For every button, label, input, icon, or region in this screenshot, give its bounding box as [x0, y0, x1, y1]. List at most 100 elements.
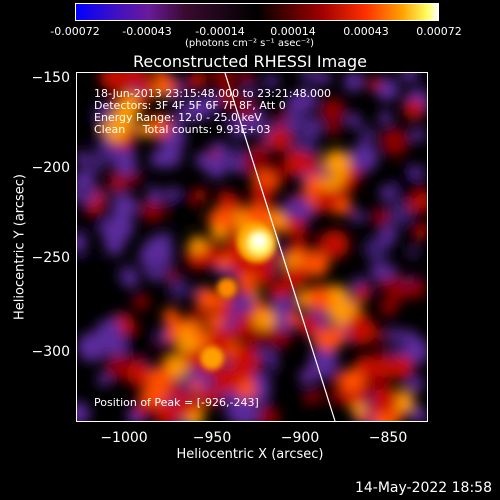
texture-blob — [323, 149, 351, 177]
texture-blob — [136, 101, 147, 113]
texture-blob — [242, 285, 255, 298]
texture-blob — [392, 355, 414, 377]
texture-blob — [230, 346, 259, 374]
colorbar-tick: 0.00043 — [343, 25, 389, 38]
y-tick: −250 — [31, 250, 70, 266]
texture-blob — [147, 367, 173, 393]
texture-blob — [410, 127, 426, 142]
texture-blob — [406, 245, 420, 259]
texture-blob — [390, 410, 403, 424]
texture-blob — [351, 334, 362, 346]
texture-blob — [299, 63, 321, 85]
texture-blob — [253, 306, 276, 330]
image-title: Reconstructed RHESSI Image — [133, 52, 367, 71]
texture-blob — [242, 150, 271, 179]
texture-blob — [396, 175, 422, 200]
texture-blob — [178, 334, 199, 355]
texture-blob — [379, 225, 398, 245]
texture-blob — [215, 367, 242, 393]
texture-blob — [147, 187, 163, 203]
texture-blob — [373, 387, 399, 413]
limb-line — [224, 72, 336, 422]
texture-blob — [407, 375, 424, 392]
info-line: 18-Jun-2013 23:15:48.000 to 23:21:48.000 — [94, 87, 332, 100]
texture-blob — [147, 114, 171, 138]
texture-blob — [306, 285, 332, 310]
texture-blob — [109, 92, 124, 107]
peak-position: Position of Peak = [-926,-243] — [94, 396, 259, 409]
texture-blob — [256, 358, 274, 375]
texture-blob — [327, 390, 341, 404]
texture-blob — [358, 125, 377, 145]
texture-blob — [190, 71, 208, 88]
texture-blob — [112, 150, 138, 176]
texture-blob — [346, 113, 362, 129]
texture-blob — [97, 372, 111, 387]
texture-blob — [287, 116, 301, 129]
texture-blob — [379, 297, 398, 317]
texture-blob — [285, 197, 313, 225]
texture-blob — [207, 312, 224, 330]
texture-blob — [295, 393, 310, 407]
rhessi-image — [65, 60, 439, 435]
texture-blob — [135, 172, 149, 186]
texture-blob — [66, 232, 88, 253]
texture-blob — [403, 99, 425, 120]
x-tick: −850 — [368, 430, 408, 446]
x-tick: −950 — [192, 430, 232, 446]
texture-blob — [339, 368, 365, 393]
image-canvas — [65, 60, 439, 435]
texture-blob — [216, 257, 229, 270]
hot-spot — [217, 278, 237, 298]
texture-blob — [136, 123, 150, 136]
texture-blob — [353, 286, 371, 303]
y-axis-label: Heliocentric Y (arcsec) — [12, 174, 28, 320]
texture-blob — [343, 71, 365, 92]
texture-blob — [254, 300, 267, 313]
y-tick: −200 — [31, 160, 70, 176]
x-tick: −900 — [280, 430, 320, 446]
texture-blob — [304, 252, 329, 278]
texture-blob — [66, 401, 90, 426]
texture-blob — [96, 103, 112, 119]
texture-blob — [210, 225, 227, 241]
texture-blob — [376, 359, 396, 378]
texture-blob — [113, 103, 130, 121]
texture-blob — [410, 165, 425, 180]
texture-blob — [351, 402, 366, 418]
texture-blob — [287, 311, 301, 325]
colorbar-tick: -0.00072 — [50, 25, 100, 38]
texture-blob — [320, 229, 350, 259]
texture-blob — [147, 82, 160, 95]
texture-blob — [235, 316, 252, 334]
texture-blob — [189, 379, 202, 392]
hot-spot — [200, 346, 224, 370]
texture-blob — [74, 151, 89, 166]
texture-blob — [212, 101, 235, 125]
y-tick: −300 — [31, 344, 70, 360]
texture-blob — [124, 328, 150, 354]
info-line: Detectors: 3F 4F 5F 6F 7F 8F, Att 0 — [94, 99, 286, 112]
colorbar-tick: 0.00014 — [270, 25, 316, 38]
texture-blob — [236, 99, 257, 120]
texture-blob — [217, 190, 230, 203]
texture-blob — [76, 184, 92, 199]
texture-blob — [94, 142, 110, 158]
colorbar — [75, 3, 439, 21]
texture-blob — [371, 207, 391, 227]
texture-blob — [143, 235, 173, 266]
texture-blob — [370, 262, 388, 280]
texture-blob — [172, 108, 187, 124]
texture-blob — [111, 193, 138, 220]
texture-blob — [188, 235, 207, 254]
texture-blob — [333, 171, 346, 184]
texture-blob — [351, 209, 365, 224]
texture-blob — [380, 127, 410, 157]
texture-blob — [349, 143, 379, 173]
texture-blob — [283, 150, 310, 177]
texture-blob — [256, 405, 280, 430]
texture-blob — [124, 274, 139, 289]
texture-blob — [379, 184, 397, 202]
texture-blob — [236, 379, 257, 399]
footer-date: 14-May-2022 18:58 — [354, 480, 492, 496]
